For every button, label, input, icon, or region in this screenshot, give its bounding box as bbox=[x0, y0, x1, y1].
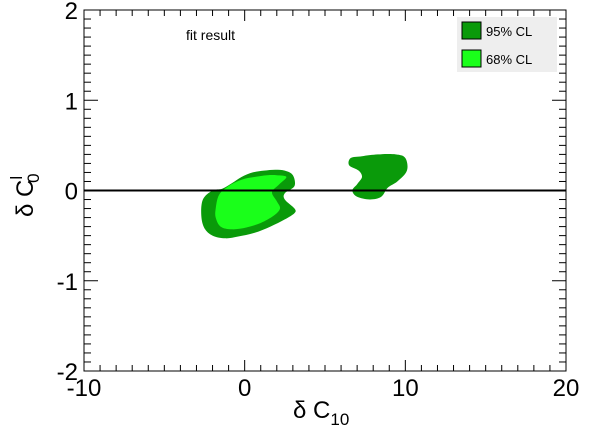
x-tick-label: 0 bbox=[238, 375, 251, 402]
region-68cl-1 bbox=[215, 174, 287, 230]
x-axis-label-subscript: 10 bbox=[330, 410, 349, 429]
y-tick-label: 2 bbox=[65, 0, 78, 25]
legend-label-95cl: 95% CL bbox=[486, 24, 532, 39]
y-axis-label-group: δ Cl0 bbox=[7, 173, 43, 217]
x-tick-label: -10 bbox=[67, 375, 102, 402]
y-axis-label: δ Cl0 bbox=[7, 173, 43, 217]
y-axis-label-main: δ C bbox=[12, 180, 39, 217]
y-axis-label-subscript: 0 bbox=[24, 173, 43, 182]
confidence-regions bbox=[201, 154, 408, 239]
x-tick-label: 10 bbox=[392, 375, 419, 402]
legend-swatch-68cl bbox=[461, 49, 482, 68]
legend-label-68cl: 68% CL bbox=[486, 52, 532, 67]
y-axis-label-superscript: l bbox=[7, 176, 26, 180]
legend: 95% CL 68% CL bbox=[457, 17, 557, 72]
y-tick-label: 0 bbox=[65, 179, 78, 206]
x-axis-label-main: δ C bbox=[293, 397, 330, 424]
legend-swatch-95cl bbox=[461, 21, 482, 40]
y-tick-label: -1 bbox=[57, 269, 78, 296]
axis-ticks bbox=[83, 9, 567, 372]
x-tick-label: 20 bbox=[553, 375, 580, 402]
region-95cl-2 bbox=[348, 154, 408, 200]
y-tick-label: -2 bbox=[57, 359, 78, 386]
x-axis-label: δ C10 bbox=[293, 397, 349, 429]
fit-result-annotation: fit result bbox=[186, 27, 235, 43]
y-tick-label: 1 bbox=[65, 88, 78, 115]
